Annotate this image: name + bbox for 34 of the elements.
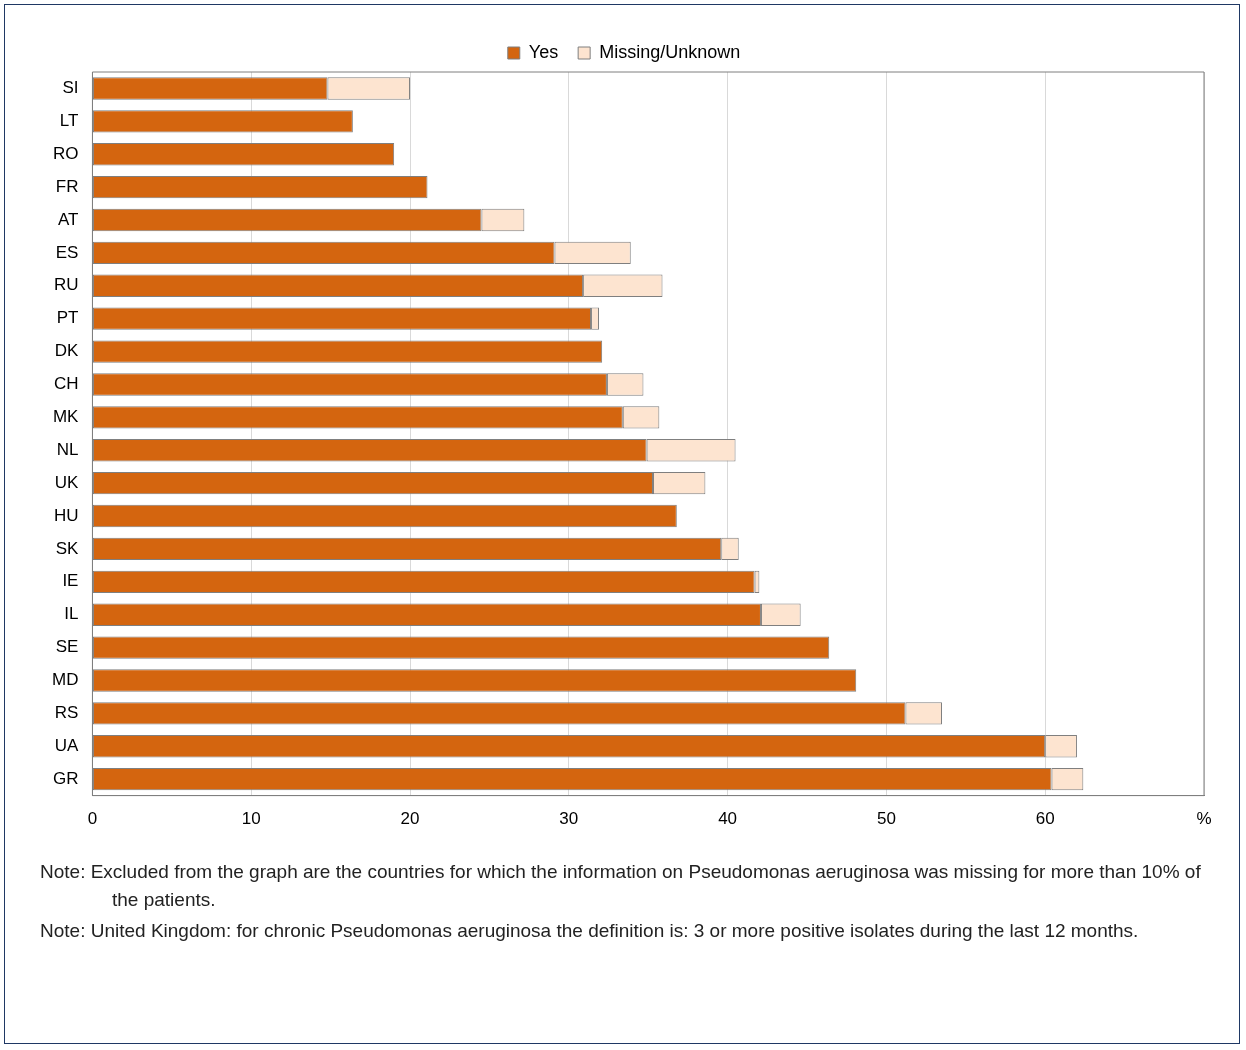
y-tick-label: IE (62, 571, 79, 591)
y-tick-label: UK (54, 472, 80, 492)
y-tick-label: DK (54, 341, 80, 361)
y-tick-label: PT (56, 308, 79, 328)
x-tick-label: 40 (718, 809, 738, 829)
y-tick-label: MD (51, 670, 79, 690)
y-tick-label: ES (55, 242, 79, 262)
text: Note: Excluded from the graph are the countries for which the information on Pseudomonas aeruginosa was missing for more than 10% of the patients. (40, 860, 1202, 912)
y-tick-label: UA (54, 735, 80, 755)
y-tick-label: MK (52, 407, 80, 427)
y-tick-label: CH (53, 374, 79, 394)
y-tick-label: GR (52, 768, 79, 788)
legend-label: Missing/Unknown (599, 41, 741, 62)
x-tick-label: 10 (241, 809, 261, 829)
x-tick-label: 20 (400, 809, 420, 829)
x-tick-label: 50 (876, 809, 896, 829)
text: Note: United Kingdom: for chronic Pseudomonas aeruginosa the definition is: 3 or more positive isolates during the last 12 months. (40, 919, 1140, 944)
y-tick-label: RS (54, 703, 79, 723)
y-tick-label: LT (59, 111, 79, 131)
x-tick-label: 0 (87, 809, 98, 829)
legend-label: Yes (528, 41, 559, 62)
y-tick-label: RU (53, 275, 79, 295)
x-tick-label: 60 (1035, 809, 1055, 829)
y-tick-label: FR (55, 176, 79, 196)
x-tick-label: 30 (559, 809, 579, 829)
y-tick-label: SE (55, 637, 79, 657)
y-tick-label: SI (62, 78, 79, 98)
y-tick-label: SK (55, 538, 80, 558)
y-tick-label: NL (56, 439, 79, 459)
y-tick-label: HU (53, 505, 79, 525)
y-tick-label: AT (57, 209, 79, 229)
x-tick-label: % (1196, 809, 1212, 829)
y-tick-label: RO (52, 143, 79, 163)
y-tick-label: IL (64, 604, 79, 624)
